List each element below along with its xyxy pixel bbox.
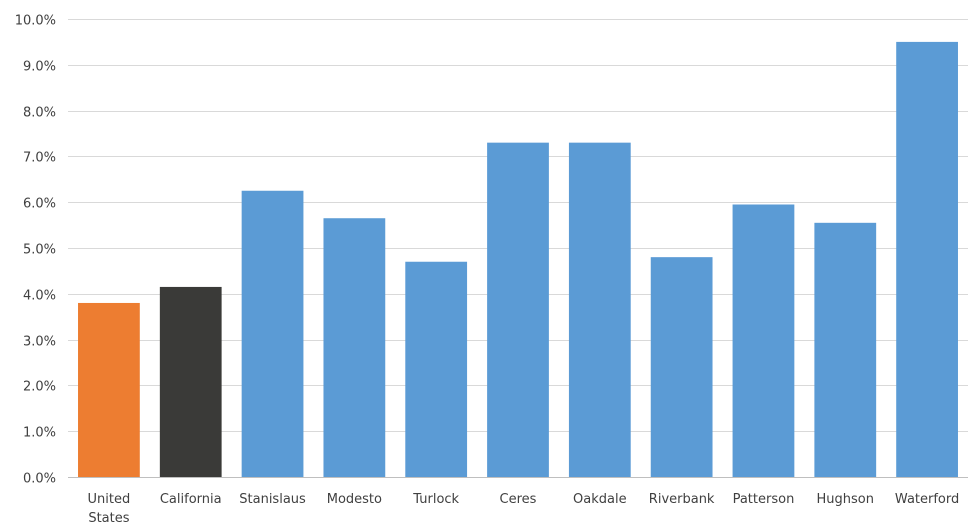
bar-hughson — [814, 222, 877, 477]
y-tick-label: 5.0% — [23, 243, 56, 258]
bar-united-states — [78, 302, 140, 477]
bar-patterson — [732, 204, 795, 478]
y-axis-tick-labels: 0.0% 1.0% 2.0% 3.0% 4.0% 5.0% 6.0% 7.0% 8.0% 9.0%… — [15, 14, 56, 487]
y-tick-label: 3.0% — [23, 335, 56, 350]
x-category-label: Riverbank — [649, 492, 715, 507]
y-tick-label: 7.0% — [23, 151, 56, 166]
y-tick-label: 8.0% — [23, 106, 56, 121]
y-tick-label: 1.0% — [23, 426, 56, 441]
y-tick-label: 9.0% — [23, 60, 56, 75]
y-tick-label: 6.0% — [23, 197, 56, 212]
y-tick-label: 4.0% — [23, 289, 56, 304]
bar-waterford — [896, 41, 958, 478]
bar-stanislaus — [241, 190, 304, 477]
x-category-label: Modesto — [327, 492, 382, 507]
bar-turlock — [405, 261, 468, 477]
x-category-label: California — [160, 492, 222, 507]
y-tick-label: 0.0% — [23, 472, 56, 487]
bar-ceres — [487, 142, 549, 477]
bars — [78, 41, 958, 478]
x-category-label: Patterson — [733, 492, 795, 507]
x-category-label: Turlock — [412, 492, 459, 507]
y-tick-label: 2.0% — [23, 380, 56, 395]
y-tick-label: 10.0% — [15, 14, 56, 29]
x-category-label: Ceres — [500, 492, 537, 507]
bar-riverbank — [650, 257, 713, 477]
bar-california — [159, 286, 222, 477]
x-category-label: Waterford — [895, 492, 959, 507]
x-category-label: United States — [88, 492, 131, 526]
x-axis-category-labels: United States California Stanislaus Modesto T… — [88, 492, 960, 526]
x-category-label: Oakdale — [573, 492, 627, 507]
bar-oakdale — [568, 142, 631, 477]
bar-modesto — [323, 218, 386, 478]
x-category-label: Stanislaus — [239, 492, 306, 507]
x-category-label: Hughson — [817, 492, 874, 507]
